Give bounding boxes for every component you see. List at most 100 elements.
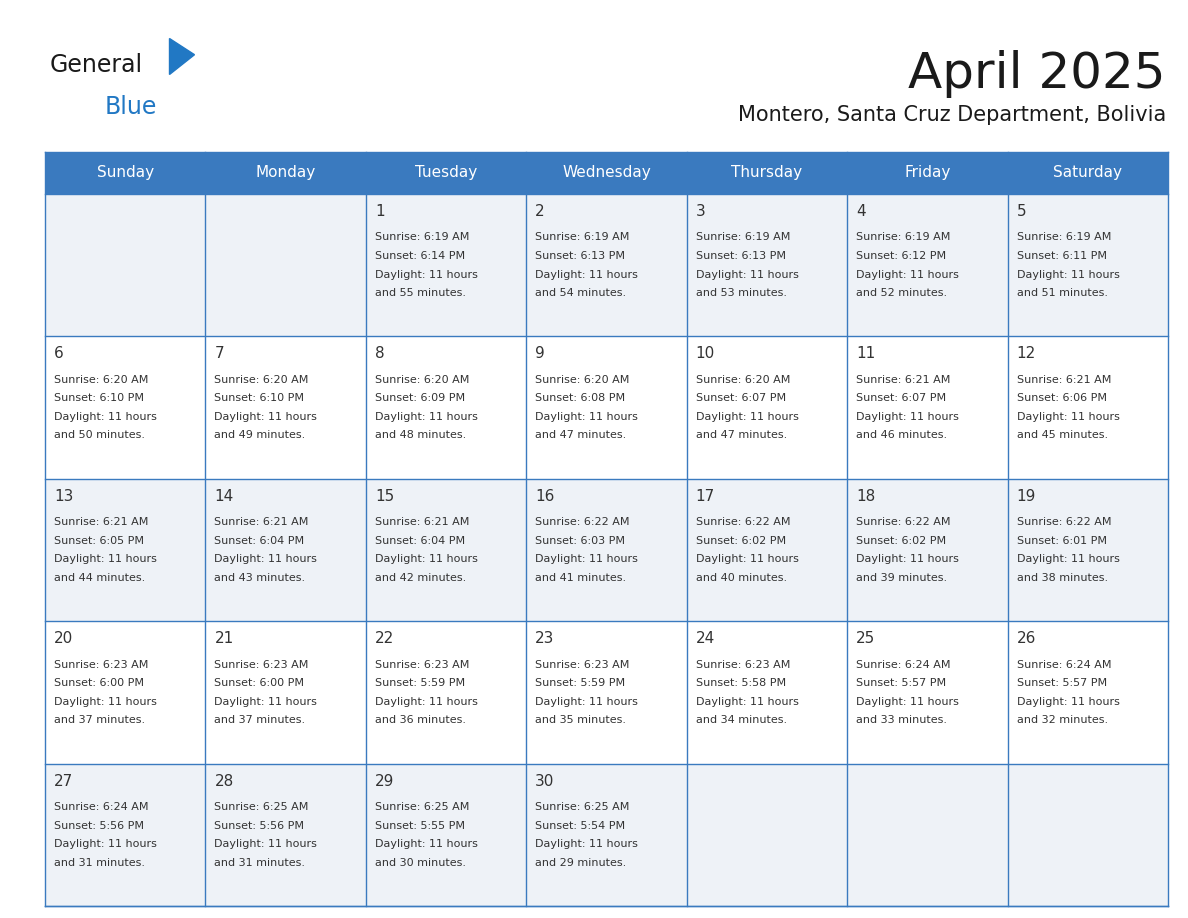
Text: Daylight: 11 hours: Daylight: 11 hours [375,412,478,422]
Text: Sunday: Sunday [96,165,153,181]
Bar [1007,621,1168,764]
Text: Sunset: 5:56 PM: Sunset: 5:56 PM [53,821,144,831]
Bar [687,764,847,906]
Text: Sunset: 6:12 PM: Sunset: 6:12 PM [857,251,947,261]
Text: Sunrise: 6:20 AM: Sunrise: 6:20 AM [214,375,309,385]
Text: Sunset: 6:04 PM: Sunset: 6:04 PM [375,536,465,546]
Text: Blue: Blue [105,95,157,119]
Text: Sunset: 5:57 PM: Sunset: 5:57 PM [1017,678,1107,688]
Bar [366,764,526,906]
Bar [687,479,847,621]
Text: Sunset: 6:11 PM: Sunset: 6:11 PM [1017,251,1106,261]
Text: 8: 8 [375,346,385,362]
Text: Sunset: 5:57 PM: Sunset: 5:57 PM [857,678,947,688]
Text: Sunset: 5:59 PM: Sunset: 5:59 PM [536,678,625,688]
Text: Daylight: 11 hours: Daylight: 11 hours [375,697,478,707]
Text: Sunrise: 6:25 AM: Sunrise: 6:25 AM [214,802,309,812]
Text: Sunset: 6:07 PM: Sunset: 6:07 PM [696,394,785,403]
Text: Daylight: 11 hours: Daylight: 11 hours [536,412,638,422]
Text: and 43 minutes.: and 43 minutes. [214,573,305,583]
Text: and 47 minutes.: and 47 minutes. [696,431,786,441]
Text: 20: 20 [53,632,74,646]
Text: Sunset: 6:02 PM: Sunset: 6:02 PM [696,536,785,546]
Text: Sunset: 6:02 PM: Sunset: 6:02 PM [857,536,947,546]
Bar [1007,764,1168,906]
Text: 9: 9 [536,346,545,362]
Text: Sunrise: 6:21 AM: Sunrise: 6:21 AM [1017,375,1111,385]
Text: and 29 minutes.: and 29 minutes. [536,857,626,868]
Text: 22: 22 [375,632,394,646]
Bar [45,621,206,764]
Text: and 50 minutes.: and 50 minutes. [53,431,145,441]
Text: Daylight: 11 hours: Daylight: 11 hours [214,839,317,849]
Text: Sunrise: 6:22 AM: Sunrise: 6:22 AM [696,518,790,527]
Bar [206,479,366,621]
Text: Daylight: 11 hours: Daylight: 11 hours [857,554,959,565]
Text: Sunrise: 6:23 AM: Sunrise: 6:23 AM [53,660,148,670]
Text: 15: 15 [375,488,394,504]
Bar [206,194,366,336]
Text: Sunrise: 6:23 AM: Sunrise: 6:23 AM [214,660,309,670]
Text: and 36 minutes.: and 36 minutes. [375,715,466,725]
Text: Sunrise: 6:23 AM: Sunrise: 6:23 AM [536,660,630,670]
Bar [45,194,206,336]
Text: 26: 26 [1017,632,1036,646]
Bar [687,621,847,764]
Text: Montero, Santa Cruz Department, Bolivia: Montero, Santa Cruz Department, Bolivia [738,105,1165,125]
Text: Daylight: 11 hours: Daylight: 11 hours [536,839,638,849]
Text: Sunrise: 6:20 AM: Sunrise: 6:20 AM [696,375,790,385]
Text: and 52 minutes.: and 52 minutes. [857,288,947,298]
Text: Sunset: 5:58 PM: Sunset: 5:58 PM [696,678,785,688]
Bar [847,479,1007,621]
Text: 7: 7 [214,346,225,362]
Text: 1: 1 [375,204,385,219]
Text: Sunrise: 6:24 AM: Sunrise: 6:24 AM [53,802,148,812]
Bar [526,764,687,906]
Text: 27: 27 [53,774,74,789]
Text: Sunrise: 6:21 AM: Sunrise: 6:21 AM [214,518,309,527]
Text: Daylight: 11 hours: Daylight: 11 hours [214,412,317,422]
Text: and 46 minutes.: and 46 minutes. [857,431,947,441]
Text: 10: 10 [696,346,715,362]
Text: and 39 minutes.: and 39 minutes. [857,573,947,583]
Text: 5: 5 [1017,204,1026,219]
Text: and 38 minutes.: and 38 minutes. [1017,573,1107,583]
Text: Daylight: 11 hours: Daylight: 11 hours [1017,554,1119,565]
Polygon shape [170,39,195,74]
Text: and 31 minutes.: and 31 minutes. [53,857,145,868]
Text: Sunset: 5:59 PM: Sunset: 5:59 PM [375,678,465,688]
Text: 4: 4 [857,204,866,219]
Text: Sunrise: 6:19 AM: Sunrise: 6:19 AM [1017,232,1111,242]
Text: Sunrise: 6:23 AM: Sunrise: 6:23 AM [375,660,469,670]
Text: Sunset: 6:09 PM: Sunset: 6:09 PM [375,394,465,403]
Text: and 47 minutes.: and 47 minutes. [536,431,626,441]
Text: Sunrise: 6:21 AM: Sunrise: 6:21 AM [375,518,469,527]
Text: Daylight: 11 hours: Daylight: 11 hours [696,554,798,565]
Text: Daylight: 11 hours: Daylight: 11 hours [375,270,478,279]
Bar [1007,479,1168,621]
Text: Sunset: 6:00 PM: Sunset: 6:00 PM [53,678,144,688]
Text: Daylight: 11 hours: Daylight: 11 hours [53,554,157,565]
Text: 24: 24 [696,632,715,646]
Bar [847,336,1007,479]
Text: Sunrise: 6:22 AM: Sunrise: 6:22 AM [1017,518,1111,527]
Text: and 41 minutes.: and 41 minutes. [536,573,626,583]
Text: and 34 minutes.: and 34 minutes. [696,715,786,725]
Text: Daylight: 11 hours: Daylight: 11 hours [375,554,478,565]
Bar [526,336,687,479]
Text: Sunrise: 6:19 AM: Sunrise: 6:19 AM [696,232,790,242]
Text: 19: 19 [1017,488,1036,504]
Bar [366,336,526,479]
Text: Daylight: 11 hours: Daylight: 11 hours [536,270,638,279]
Text: 28: 28 [214,774,234,789]
Text: Sunset: 6:07 PM: Sunset: 6:07 PM [857,394,947,403]
Text: 25: 25 [857,632,876,646]
Text: Sunrise: 6:19 AM: Sunrise: 6:19 AM [536,232,630,242]
Text: Daylight: 11 hours: Daylight: 11 hours [1017,412,1119,422]
Text: Sunset: 5:54 PM: Sunset: 5:54 PM [536,821,625,831]
Text: Wednesday: Wednesday [562,165,651,181]
Text: Sunrise: 6:25 AM: Sunrise: 6:25 AM [536,802,630,812]
Text: Sunrise: 6:23 AM: Sunrise: 6:23 AM [696,660,790,670]
Text: Sunset: 6:14 PM: Sunset: 6:14 PM [375,251,465,261]
Text: 17: 17 [696,488,715,504]
